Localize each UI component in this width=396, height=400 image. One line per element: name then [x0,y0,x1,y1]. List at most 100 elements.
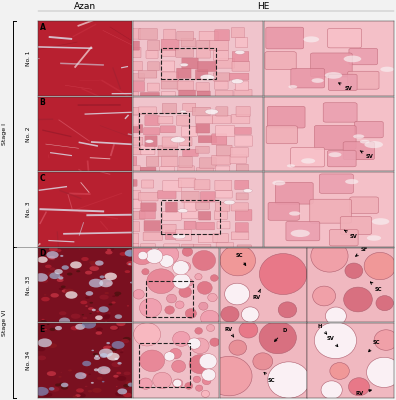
Ellipse shape [130,282,133,284]
Ellipse shape [117,376,126,381]
Ellipse shape [71,314,80,319]
FancyBboxPatch shape [148,40,160,50]
FancyBboxPatch shape [349,48,378,65]
Circle shape [185,309,196,318]
Ellipse shape [100,355,102,356]
Circle shape [210,338,219,346]
Circle shape [169,348,181,359]
Ellipse shape [49,267,55,270]
Circle shape [139,378,152,389]
FancyBboxPatch shape [139,29,157,40]
Ellipse shape [76,324,80,326]
Ellipse shape [76,388,84,392]
Ellipse shape [55,384,61,386]
FancyBboxPatch shape [127,92,139,99]
FancyBboxPatch shape [215,180,232,190]
FancyBboxPatch shape [196,168,213,178]
FancyBboxPatch shape [323,103,357,122]
FancyBboxPatch shape [162,72,178,81]
FancyBboxPatch shape [160,166,175,175]
FancyBboxPatch shape [181,38,196,47]
Circle shape [210,275,218,281]
Circle shape [185,382,193,389]
Ellipse shape [100,353,108,358]
Circle shape [253,353,273,370]
Ellipse shape [106,342,110,344]
Ellipse shape [75,372,86,379]
Ellipse shape [96,327,103,331]
Ellipse shape [56,249,61,252]
FancyBboxPatch shape [232,114,250,124]
Ellipse shape [68,370,72,371]
FancyBboxPatch shape [265,52,296,70]
Text: No. 34: No. 34 [27,351,31,370]
Ellipse shape [59,376,62,378]
FancyBboxPatch shape [232,52,249,62]
Circle shape [171,360,186,372]
Ellipse shape [104,314,110,318]
Circle shape [142,268,149,275]
Ellipse shape [96,311,99,312]
FancyBboxPatch shape [235,180,249,190]
Ellipse shape [91,350,94,351]
Ellipse shape [272,180,286,186]
Circle shape [188,338,201,349]
FancyBboxPatch shape [198,212,211,220]
Ellipse shape [99,306,109,312]
Ellipse shape [99,348,113,357]
Circle shape [133,290,144,299]
FancyBboxPatch shape [291,68,325,88]
Text: Stage I: Stage I [2,123,7,145]
FancyBboxPatch shape [148,62,160,70]
FancyBboxPatch shape [215,202,230,211]
FancyBboxPatch shape [328,74,357,91]
Ellipse shape [89,302,93,304]
Circle shape [146,249,163,264]
Ellipse shape [95,321,101,324]
Circle shape [367,357,396,388]
Circle shape [330,362,349,380]
Ellipse shape [329,152,341,157]
Ellipse shape [95,355,99,357]
Ellipse shape [60,275,63,277]
FancyBboxPatch shape [192,107,210,115]
FancyBboxPatch shape [182,58,198,69]
FancyBboxPatch shape [232,61,249,71]
FancyBboxPatch shape [182,244,194,251]
Ellipse shape [112,341,125,349]
Ellipse shape [367,235,381,241]
Circle shape [147,269,175,294]
Ellipse shape [85,306,88,307]
Text: SC: SC [369,340,380,352]
Ellipse shape [61,383,69,387]
Ellipse shape [95,331,102,335]
FancyBboxPatch shape [196,83,209,91]
FancyBboxPatch shape [212,134,227,145]
FancyBboxPatch shape [217,222,230,229]
FancyBboxPatch shape [140,167,156,176]
FancyBboxPatch shape [177,116,190,125]
FancyBboxPatch shape [161,61,175,72]
Ellipse shape [65,291,78,299]
Text: SV: SV [326,336,338,346]
Ellipse shape [105,250,112,254]
Ellipse shape [37,347,46,351]
Ellipse shape [91,382,94,384]
Ellipse shape [62,289,68,293]
FancyBboxPatch shape [329,230,358,246]
Circle shape [221,306,239,322]
Ellipse shape [291,230,310,237]
Circle shape [208,293,217,302]
Ellipse shape [82,361,91,366]
Ellipse shape [235,50,245,54]
Ellipse shape [353,134,364,138]
Ellipse shape [103,272,113,278]
FancyBboxPatch shape [130,61,143,71]
FancyBboxPatch shape [181,127,197,136]
FancyBboxPatch shape [122,116,139,126]
Circle shape [195,274,202,280]
Ellipse shape [115,294,119,296]
Circle shape [153,372,172,388]
FancyBboxPatch shape [310,53,352,77]
FancyBboxPatch shape [230,73,249,80]
